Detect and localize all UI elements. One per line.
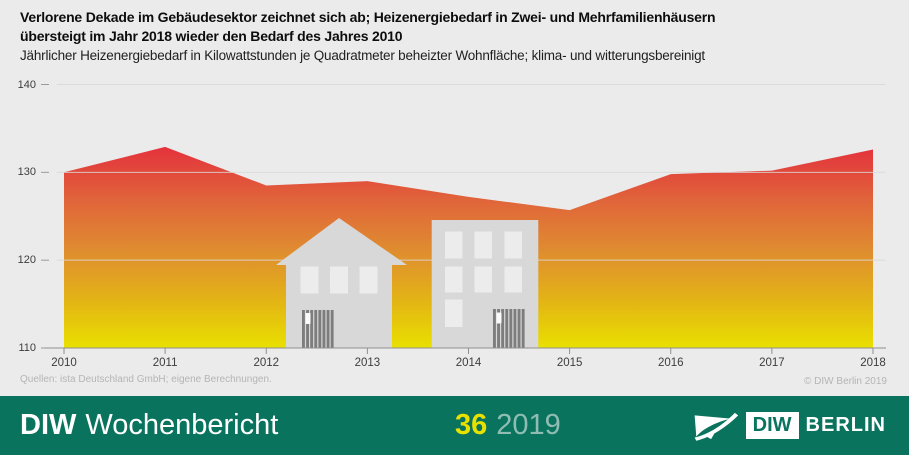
- house-window: [359, 266, 378, 294]
- x-axis-tick-label: 2018: [860, 357, 886, 369]
- house-roof: [276, 218, 407, 265]
- issue-info: 36 2019: [455, 396, 561, 455]
- radiator-thermostat: [496, 312, 502, 324]
- x-axis-group: [45, 347, 886, 354]
- apartment-window: [445, 266, 463, 293]
- copyright-note: © DIW Berlin 2019: [804, 376, 887, 387]
- apartment-window: [504, 266, 522, 293]
- apartment-window: [445, 299, 463, 327]
- issue-year: 2019: [496, 409, 561, 441]
- x-axis-tick-label: 2014: [455, 357, 482, 369]
- house-window: [330, 266, 348, 294]
- x-axis-tick-label: 2013: [354, 357, 381, 369]
- x-axis-tick-label: 2015: [556, 357, 583, 369]
- diw-swoosh-icon: [694, 412, 738, 441]
- heating-demand-area-chart: [41, 84, 886, 354]
- house-multi-family-illustration: [431, 220, 539, 348]
- chart-title: Verlorene Dekade im Gebäudesektor zeichn…: [20, 8, 716, 46]
- brand-wochenbericht: Wochenbericht: [85, 409, 279, 441]
- house-single-family-illustration: [276, 218, 407, 348]
- apartment-window: [474, 266, 492, 293]
- chart-subtitle: Jährlicher Heizenergiebedarf in Kilowatt…: [20, 48, 705, 63]
- apartment-window: [474, 231, 492, 259]
- x-axis-tick-label: 2017: [759, 357, 785, 369]
- x-axis-tick-label: 2011: [152, 357, 178, 369]
- y-axis-tick-label: 120: [17, 254, 36, 267]
- x-axis-tick-label: 2012: [253, 357, 280, 369]
- x-axis-tick-label: 2016: [657, 357, 684, 369]
- house-window: [300, 266, 319, 294]
- apartment-window: [504, 231, 522, 259]
- y-axis-tick-label: 130: [17, 166, 36, 179]
- source-note: Quellen: ista Deutschland GmbH; eigene B…: [20, 374, 272, 385]
- footer-band: DIW Wochenbericht 36 2019 DIW BERLIN: [0, 396, 909, 455]
- logo-diw-text: DIW: [745, 412, 799, 439]
- y-axis-tick-label: 140: [17, 78, 36, 91]
- diw-berlin-logo: DIW BERLIN: [693, 396, 886, 455]
- x-axis-tick-label: 2010: [51, 357, 77, 369]
- chart-title-line1: Verlorene Dekade im Gebäudesektor zeichn…: [20, 9, 716, 25]
- radiator-thermostat: [305, 313, 311, 324]
- y-axis-tick-label: 110: [18, 342, 36, 354]
- logo-berlin-text: BERLIN: [805, 414, 886, 436]
- apartment-window: [445, 231, 463, 259]
- radiator-icon: [302, 310, 334, 348]
- publication-brand: DIW Wochenbericht: [20, 396, 278, 455]
- issue-number: 36: [455, 409, 488, 441]
- radiator-icon: [493, 309, 525, 348]
- brand-diw: DIW: [20, 409, 77, 441]
- chart-title-line2: übersteigt im Jahr 2018 wieder den Bedar…: [20, 28, 403, 44]
